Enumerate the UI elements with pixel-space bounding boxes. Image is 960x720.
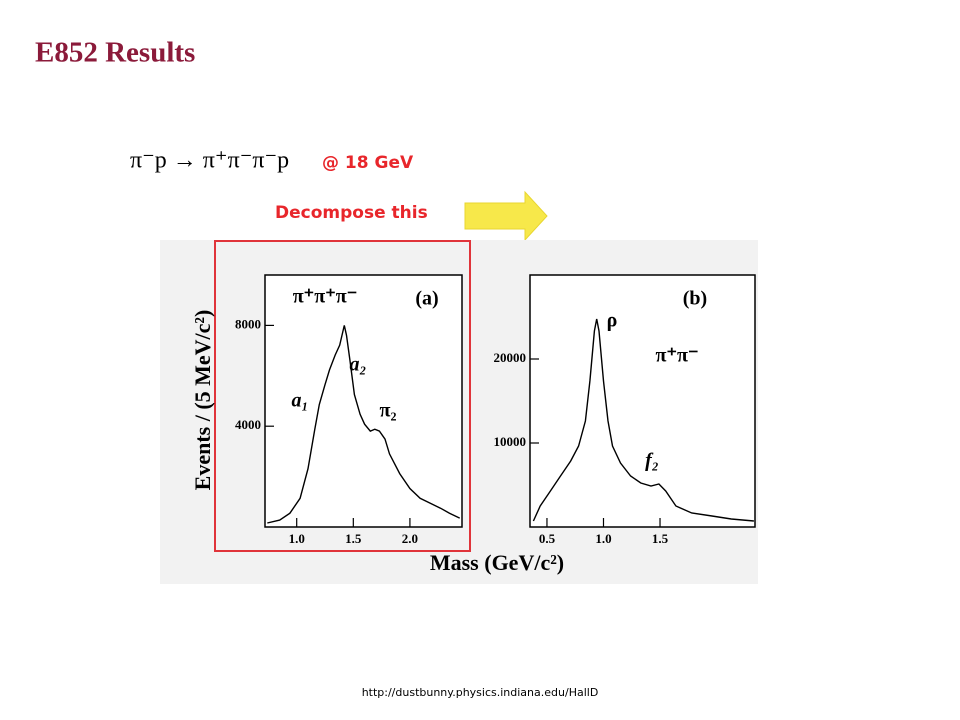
y-tick-label: 8000	[235, 316, 261, 331]
histogram-line	[532, 318, 754, 522]
energy: @ 18 GeV	[322, 153, 414, 173]
x-tick-label: 1.5	[345, 531, 362, 546]
x-tick-label: 1.0	[289, 531, 305, 546]
annotation: π₂	[380, 400, 397, 422]
plot-frame	[529, 274, 756, 528]
histogram-line	[267, 325, 461, 524]
decompose-label: Decompose this	[275, 203, 428, 223]
arrow	[464, 190, 548, 242]
y-axis-label: Events / (5 MeV/c²)	[190, 310, 215, 491]
x-tick-label: 1.0	[595, 531, 611, 546]
x-axis-label: Mass (GeV/c²)	[430, 550, 564, 575]
annotation: a₂	[350, 354, 367, 376]
reaction: π⁻p → π⁺π⁻π⁻p	[130, 148, 289, 174]
annotation: π⁺π⁻	[655, 345, 698, 367]
annotation: (b)	[683, 288, 707, 310]
annotation: ρ	[607, 310, 618, 332]
footer-url: http://dustbunny.physics.indiana.edu/Hal…	[362, 686, 599, 699]
highlight-box	[214, 240, 471, 552]
slide-title: E852 Results	[35, 37, 195, 69]
x-tick-label: 1.5	[652, 531, 669, 546]
y-tick-label: 10000	[494, 434, 527, 449]
x-tick-label: 2.0	[402, 531, 418, 546]
plot-frame	[264, 274, 463, 528]
annotation: f₂	[645, 450, 659, 472]
annotation: a₁	[292, 390, 309, 412]
x-tick-label: 0.5	[539, 531, 556, 546]
annotation: (a)	[415, 288, 438, 310]
annotation: π⁺π⁺π⁻	[293, 286, 358, 308]
y-tick-label: 20000	[494, 350, 527, 365]
y-tick-label: 4000	[235, 417, 261, 432]
